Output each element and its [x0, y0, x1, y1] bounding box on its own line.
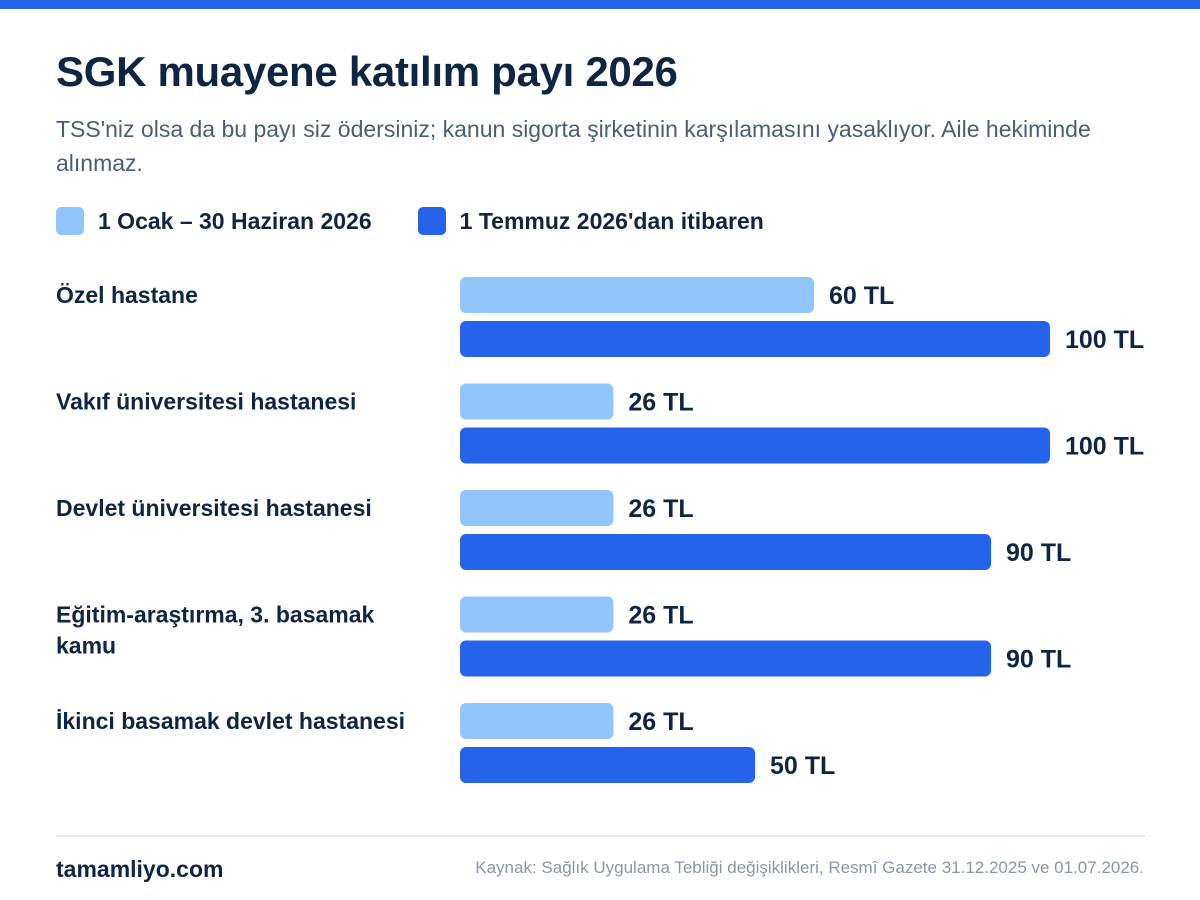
- bar-series-2: [460, 640, 991, 677]
- bar-series-2: [460, 427, 1050, 464]
- bar-series-2: [460, 321, 1050, 357]
- category-label: Özel hastane: [56, 282, 198, 308]
- bar-series-2: [460, 534, 991, 570]
- category-label: Devlet üniversitesi hastanesi: [56, 495, 372, 521]
- value-label: 90 TL: [1006, 646, 1071, 674]
- source-note: Kaynak: Sağlık Uygulama Tebliği değişikl…: [475, 858, 1144, 877]
- value-label: 100 TL: [1065, 433, 1144, 461]
- value-label: 26 TL: [628, 389, 693, 417]
- value-label: 60 TL: [829, 282, 894, 310]
- category-label: İkinci basamak devlet hastanesi: [56, 708, 405, 734]
- category-label: Vakıf üniversitesi hastanesi: [56, 389, 356, 415]
- bar-series-1: [460, 703, 614, 739]
- legend-swatch-period-2: [417, 207, 446, 235]
- bar-series-2: [460, 747, 755, 783]
- value-label: 26 TL: [628, 708, 693, 736]
- brand-name: tamamliyo.com: [56, 856, 224, 882]
- value-label: 26 TL: [628, 602, 693, 630]
- legend-label-period-1: 1 Ocak – 30 Haziran 2026: [98, 207, 372, 234]
- chart-title: SGK muayene katılım payı 2026: [56, 48, 678, 95]
- legend-swatch-period-1: [56, 207, 84, 235]
- bar-series-1: [460, 277, 814, 313]
- legend-item-period-1: 1 Ocak – 30 Haziran 2026: [56, 207, 372, 235]
- legend: 1 Ocak – 30 Haziran 2026 1 Temmuz 2026'd…: [56, 206, 810, 236]
- legend-label-period-2: 1 Temmuz 2026'dan itibaren: [459, 207, 764, 234]
- legend-item-period-2: 1 Temmuz 2026'dan itibaren: [417, 207, 764, 235]
- value-label: 100 TL: [1065, 326, 1144, 354]
- bar-series-1: [460, 383, 614, 420]
- category-label: Eğitim-araştırma, 3. basamak: [56, 602, 375, 628]
- bar-series-1: [460, 596, 614, 633]
- footer-divider: [56, 835, 1145, 837]
- value-label: 90 TL: [1006, 539, 1071, 567]
- chart-subtitle: TSS'niz olsa da bu payı siz ödersiniz; k…: [56, 116, 1091, 176]
- bar-series-1: [460, 490, 614, 526]
- top-accent-stripe: [0, 0, 1200, 9]
- value-label: 26 TL: [628, 495, 693, 523]
- value-label: 50 TL: [770, 752, 835, 780]
- category-label: kamu: [56, 633, 116, 659]
